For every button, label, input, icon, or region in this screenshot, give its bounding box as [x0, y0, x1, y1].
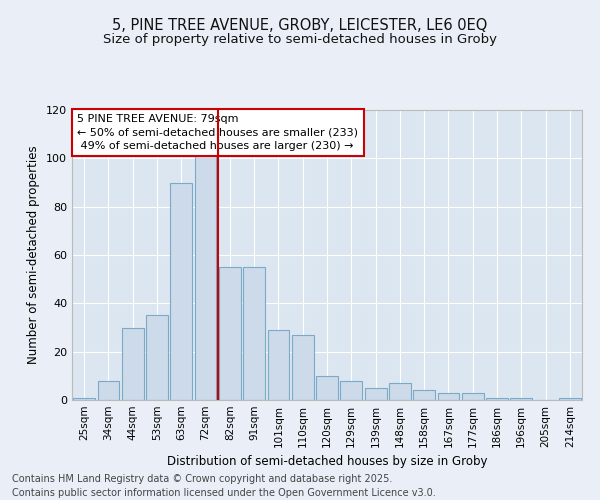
- Bar: [219, 267, 241, 400]
- Bar: [413, 390, 435, 400]
- Bar: [268, 330, 289, 400]
- Bar: [559, 398, 581, 400]
- Text: Contains HM Land Registry data © Crown copyright and database right 2025.
Contai: Contains HM Land Registry data © Crown c…: [12, 474, 436, 498]
- Bar: [73, 398, 95, 400]
- Bar: [316, 376, 338, 400]
- Bar: [462, 393, 484, 400]
- Bar: [365, 388, 386, 400]
- Bar: [292, 335, 314, 400]
- Y-axis label: Number of semi-detached properties: Number of semi-detached properties: [28, 146, 40, 364]
- Bar: [511, 398, 532, 400]
- Bar: [486, 398, 508, 400]
- Bar: [243, 267, 265, 400]
- Bar: [340, 380, 362, 400]
- Text: 5 PINE TREE AVENUE: 79sqm
← 50% of semi-detached houses are smaller (233)
 49% o: 5 PINE TREE AVENUE: 79sqm ← 50% of semi-…: [77, 114, 358, 151]
- Text: Size of property relative to semi-detached houses in Groby: Size of property relative to semi-detach…: [103, 32, 497, 46]
- X-axis label: Distribution of semi-detached houses by size in Groby: Distribution of semi-detached houses by …: [167, 456, 487, 468]
- Bar: [389, 383, 411, 400]
- Bar: [194, 134, 217, 400]
- Bar: [122, 328, 143, 400]
- Bar: [146, 316, 168, 400]
- Bar: [97, 380, 119, 400]
- Bar: [170, 182, 192, 400]
- Bar: [437, 393, 460, 400]
- Text: 5, PINE TREE AVENUE, GROBY, LEICESTER, LE6 0EQ: 5, PINE TREE AVENUE, GROBY, LEICESTER, L…: [112, 18, 488, 32]
